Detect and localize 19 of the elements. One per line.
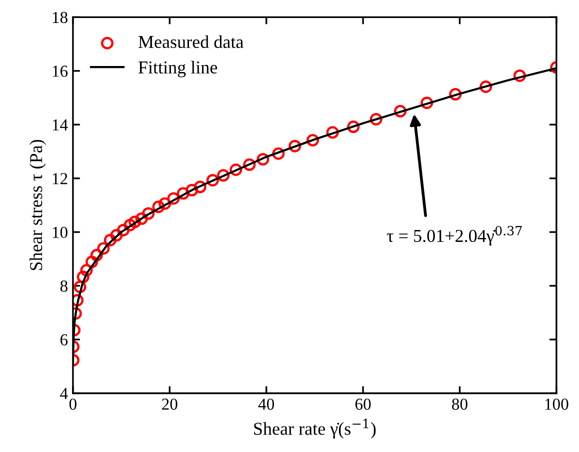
x-tick-label: 40 <box>258 398 274 410</box>
y-tick-label: 14 <box>52 119 68 130</box>
legend-label: Fitting line <box>138 60 218 78</box>
legend-label: Measured data <box>138 35 244 48</box>
y-tick-label: 18 <box>52 12 68 24</box>
x-tick-label: 0 <box>69 398 76 410</box>
y-tick-label: 10 <box>52 226 68 238</box>
x-tick-label: 80 <box>452 398 468 410</box>
y-tick-label: 12 <box>52 173 68 184</box>
y-tick-label: 16 <box>52 66 68 77</box>
y-tick-label: 4 <box>60 388 68 400</box>
x-axis-title: Shear rate γ̇(s$^{−1}$) <box>254 418 376 439</box>
y-tick-label: 6 <box>60 334 68 346</box>
x-tick-label: 100 <box>545 398 568 410</box>
y-tick-label: 8 <box>60 280 68 292</box>
x-tick-label: 20 <box>162 398 178 410</box>
y-axis-title: Shear stress τ (Pa) <box>29 140 46 270</box>
x-tick-label: 60 <box>355 398 371 410</box>
annotation: τ = 5.01+2.04γ̇$^{0.37}$ <box>386 226 522 246</box>
